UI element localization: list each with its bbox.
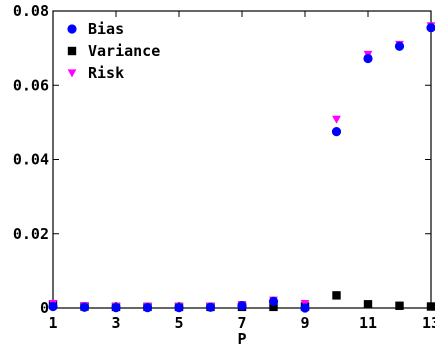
x-tick-label: 1 xyxy=(48,314,57,332)
x-tick-label: 5 xyxy=(174,314,183,332)
legend-marker-bias xyxy=(67,24,77,34)
point-bias xyxy=(363,53,373,64)
point-bias xyxy=(300,303,310,313)
point-bias xyxy=(268,296,279,306)
point-variance xyxy=(395,301,404,310)
point-variance xyxy=(363,300,373,309)
x-tick-label: 11 xyxy=(359,314,377,332)
x-tick-label: 7 xyxy=(237,314,246,332)
point-bias xyxy=(331,127,342,137)
point-risk xyxy=(332,115,341,124)
y-tick-label: 0.06 xyxy=(13,76,49,94)
point-variance xyxy=(269,302,278,312)
legend-marker-risk xyxy=(67,69,77,78)
point-variance xyxy=(332,291,341,300)
legend-label-variance: Variance xyxy=(88,42,160,60)
x-tick-label: 9 xyxy=(300,314,309,332)
legend-label-risk: Risk xyxy=(88,64,124,82)
series-bias xyxy=(48,23,435,313)
point-bias xyxy=(79,302,90,312)
point-bias xyxy=(111,303,121,313)
legend: Bias Variance Risk xyxy=(67,20,160,82)
y-axis: 0 0.02 0.04 0.06 0.08 xyxy=(13,2,431,317)
x-tick-label: 3 xyxy=(111,314,120,332)
point-bias xyxy=(237,301,247,311)
y-tick-label: 0 xyxy=(40,299,49,317)
y-tick-label: 0.04 xyxy=(13,151,49,169)
data-points xyxy=(48,22,435,313)
point-bias xyxy=(426,23,435,33)
y-tick-label: 0.08 xyxy=(13,2,49,20)
legend-label-bias: Bias xyxy=(88,20,124,38)
legend-marker-variance xyxy=(67,46,77,56)
x-tick-label: 13 xyxy=(422,314,435,332)
y-tick-label: 0.02 xyxy=(13,225,49,243)
point-bias xyxy=(205,302,216,312)
x-axis-title: P xyxy=(237,330,246,348)
point-bias xyxy=(394,41,405,51)
point-bias xyxy=(174,303,184,313)
point-bias xyxy=(142,303,153,313)
point-variance xyxy=(426,302,435,311)
point-bias xyxy=(48,301,58,312)
